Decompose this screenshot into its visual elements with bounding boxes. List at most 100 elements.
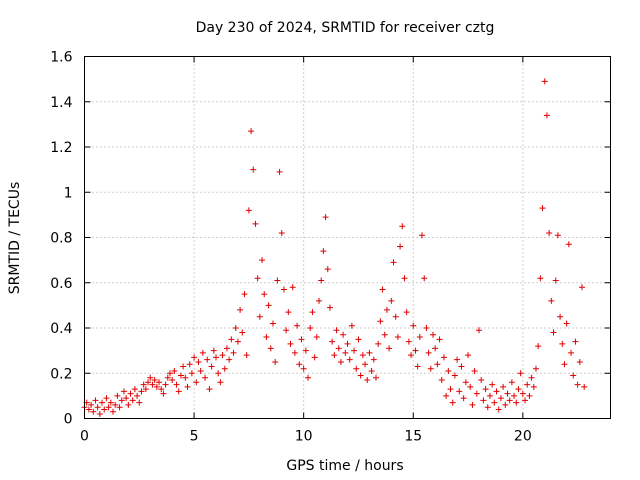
data-point	[572, 338, 579, 345]
data-point	[223, 345, 230, 352]
data-point	[123, 395, 130, 402]
data-point	[289, 284, 296, 291]
data-point	[443, 392, 450, 399]
data-point	[486, 392, 493, 399]
data-point	[136, 399, 143, 406]
data-point	[405, 338, 412, 345]
data-point	[158, 386, 165, 393]
data-point	[250, 166, 257, 173]
data-point	[513, 399, 520, 406]
data-point	[243, 352, 250, 359]
data-point	[138, 388, 145, 395]
data-point	[237, 306, 244, 313]
data-point	[217, 379, 224, 386]
data-point	[539, 205, 546, 212]
data-point	[528, 374, 535, 381]
data-point	[195, 358, 202, 365]
data-point	[401, 275, 408, 282]
data-point	[574, 381, 581, 388]
data-point	[219, 352, 226, 359]
data-point	[156, 379, 163, 386]
data-point	[546, 229, 553, 236]
data-point	[537, 275, 544, 282]
x-tick-label: 0	[80, 429, 89, 445]
data-point	[259, 257, 266, 264]
x-tick-label: 20	[514, 429, 532, 445]
data-point	[142, 386, 149, 393]
data-point	[204, 356, 211, 363]
data-point	[482, 386, 489, 393]
data-point	[278, 229, 285, 236]
data-point	[473, 390, 480, 397]
data-point	[316, 297, 323, 304]
data-point	[541, 78, 548, 85]
data-point	[202, 374, 209, 381]
data-point	[313, 334, 320, 341]
data-point	[403, 309, 410, 316]
data-point	[162, 381, 169, 388]
data-point	[180, 363, 187, 370]
data-point	[456, 388, 463, 395]
y-axis-label: SRMTID / TECUs	[7, 182, 23, 295]
data-point	[147, 374, 154, 381]
data-point	[429, 331, 436, 338]
y-tick-label: 1.4	[50, 95, 72, 111]
data-point	[232, 325, 239, 331]
data-point	[502, 401, 509, 408]
data-point	[491, 399, 498, 406]
data-point	[353, 365, 360, 372]
data-point	[129, 397, 136, 404]
data-point	[563, 320, 570, 327]
data-point	[370, 356, 377, 363]
data-point	[471, 367, 478, 374]
data-point	[421, 275, 428, 282]
grid-lines	[84, 56, 611, 419]
data-point	[362, 361, 369, 368]
data-point	[256, 313, 263, 320]
data-point	[294, 322, 301, 329]
data-point	[234, 338, 241, 345]
data-point	[206, 386, 213, 393]
data-point	[153, 383, 160, 390]
data-point	[329, 338, 336, 345]
data-point	[261, 291, 268, 298]
data-point	[519, 390, 526, 397]
data-point	[269, 320, 276, 327]
data-point	[375, 340, 382, 347]
data-point	[145, 379, 152, 386]
y-tick-label: 1.6	[50, 50, 72, 66]
data-point	[530, 383, 537, 390]
data-point	[484, 404, 491, 411]
data-point	[324, 266, 331, 273]
data-point	[489, 381, 496, 388]
data-point	[112, 401, 119, 408]
data-point	[94, 404, 101, 411]
data-point	[392, 313, 399, 320]
data-point	[434, 361, 441, 368]
data-point	[272, 358, 279, 365]
data-point	[335, 345, 342, 352]
data-point	[182, 374, 189, 381]
y-tick-label: 0.6	[50, 276, 72, 292]
chart-title: Day 230 of 2024, SRMTID for receiver czt…	[196, 20, 495, 36]
data-point	[388, 297, 395, 304]
data-point	[226, 356, 233, 363]
data-point	[280, 286, 287, 293]
data-point	[460, 395, 467, 402]
y-tick-label: 0.4	[50, 321, 72, 337]
data-point	[454, 356, 461, 363]
data-point	[526, 392, 533, 399]
data-point	[500, 383, 507, 390]
data-point	[210, 347, 217, 354]
data-point	[399, 223, 406, 230]
data-point	[120, 388, 127, 395]
data-point	[140, 381, 147, 388]
data-point	[333, 327, 340, 334]
data-point	[565, 241, 572, 248]
data-point	[480, 397, 487, 404]
data-point	[504, 390, 511, 397]
data-point	[134, 392, 141, 399]
data-point	[105, 404, 112, 411]
data-point	[340, 331, 347, 338]
tick-labels: 0 5 10 15 20 0 0.2 0.4 0.6 0.8 1 1.2 1.4 1.6	[50, 50, 532, 445]
